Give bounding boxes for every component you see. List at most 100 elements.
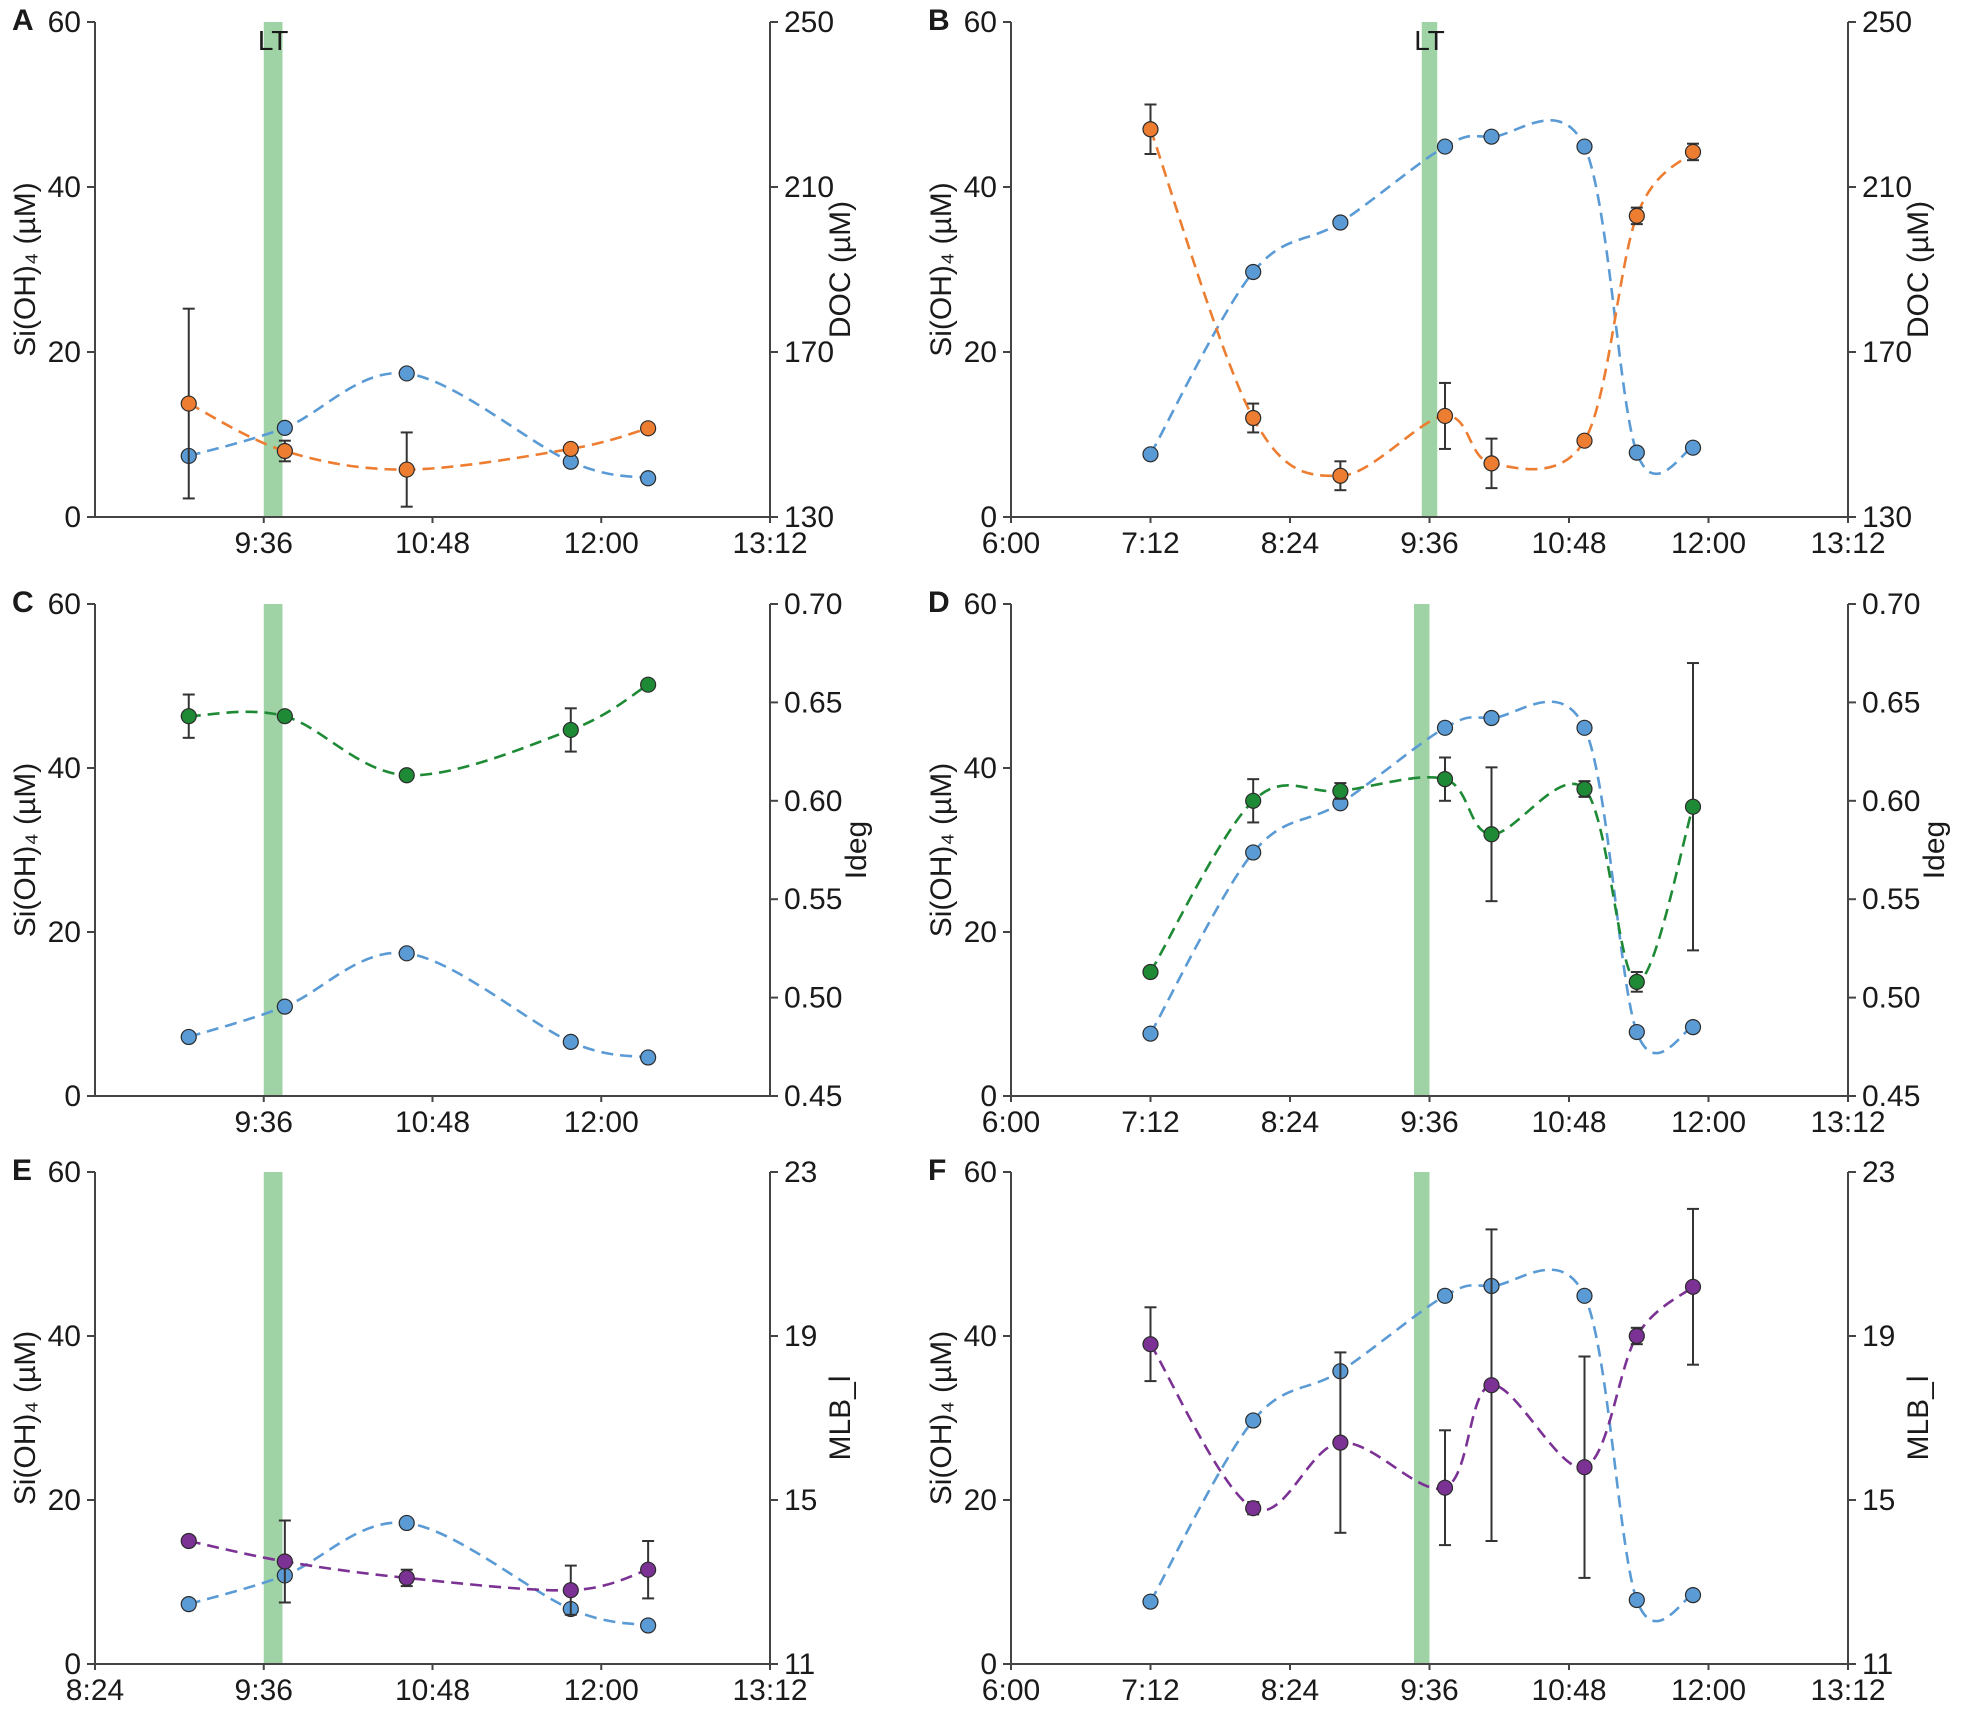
data-point-silicate (1436, 1287, 1454, 1304)
y-tick-label: 60 (48, 1156, 81, 1189)
y2-tick-label: 11 (784, 1648, 815, 1681)
data-point-silicate (1576, 1287, 1593, 1304)
data-point-doc (1483, 455, 1500, 472)
x-tick-label: 12:00 (564, 527, 639, 560)
y-tick-label: 20 (48, 916, 81, 949)
y2-tick-label: 0.50 (784, 982, 842, 1015)
y2-axis-label-d: Ideg (1918, 821, 1951, 879)
y2-tick-label: 0.45 (784, 1080, 842, 1113)
y2-tick-label: 210 (784, 171, 834, 204)
data-point-ideg (1436, 771, 1454, 788)
data-point-doc (276, 442, 293, 460)
data-point-silicate (1576, 719, 1593, 736)
x-tick-label: 13:12 (1810, 1674, 1885, 1707)
x-tick-label: 9:36 (1400, 1674, 1458, 1707)
y2-tick-label: 210 (1862, 171, 1912, 204)
x-tick-label: 7:12 (1121, 1674, 1179, 1707)
y-tick-label: 60 (964, 1156, 997, 1189)
data-point-silicate (1576, 138, 1593, 155)
x-tick-label: 12:00 (1671, 1106, 1746, 1139)
x-tick-label: 9:36 (1400, 527, 1458, 560)
lt-band-b (1421, 22, 1438, 517)
y-axis-label-d: Si(OH)₄ (µM) (925, 763, 958, 938)
panel-label-c: C (12, 586, 34, 619)
data-point-mlb (1245, 1500, 1262, 1517)
y2-axis-label-c: Ideg (840, 821, 873, 879)
y2-tick-label: 23 (1862, 1156, 1895, 1189)
series-line-silicate-e (188, 1521, 649, 1627)
x-tick-label: 9:36 (235, 1106, 293, 1139)
data-point-doc (640, 420, 657, 437)
data-point-doc (1142, 121, 1159, 138)
data-point-silicate (1483, 709, 1500, 727)
x-tick-label: 6:00 (982, 1674, 1040, 1707)
y-axis-label-b: Si(OH)₄ (µM) (925, 182, 958, 357)
data-point-silicate (1436, 719, 1454, 736)
data-point-silicate (1628, 1591, 1645, 1609)
data-point-silicate (398, 945, 415, 962)
y2-tick-label: 250 (1862, 6, 1912, 39)
y-axis-label-a: Si(OH)₄ (µM) (9, 182, 42, 357)
x-tick-label: 10:48 (1531, 1106, 1606, 1139)
data-point-ideg (1684, 798, 1702, 815)
x-tick-label: 10:48 (395, 527, 470, 560)
data-point-silicate (640, 470, 657, 487)
data-point-ideg (1332, 782, 1349, 800)
panel-label-d: D (928, 586, 950, 619)
y-tick-label: 40 (964, 752, 997, 785)
series-line-doc-a (188, 402, 649, 471)
x-tick-label: 12:00 (564, 1106, 639, 1139)
panel-label-f: F (928, 1154, 946, 1187)
y2-tick-label: 19 (784, 1320, 817, 1353)
y-axis-label-c: Si(OH)₄ (µM) (9, 763, 42, 938)
data-point-doc (1576, 432, 1593, 449)
data-point-silicate (1436, 138, 1454, 155)
data-point-silicate (640, 1617, 657, 1634)
x-tick-label: 13:12 (1810, 1106, 1885, 1139)
data-point-mlb (1576, 1459, 1593, 1476)
x-tick-label: 9:36 (235, 1674, 293, 1707)
x-tick-label: 6:00 (982, 1106, 1040, 1139)
y-tick-label: 20 (964, 336, 997, 369)
data-point-silicate (1245, 263, 1262, 281)
y2-tick-label: 170 (1862, 336, 1912, 369)
y2-tick-label: 23 (784, 1156, 817, 1189)
y-tick-label: 40 (964, 1320, 997, 1353)
x-tick-label: 8:24 (1261, 1674, 1319, 1707)
series-line-doc-b (1149, 128, 1694, 478)
data-point-silicate (1684, 439, 1702, 456)
y2-tick-label: 130 (1862, 501, 1912, 534)
data-point-mlb (1332, 1434, 1349, 1451)
y2-tick-label: 15 (784, 1484, 817, 1517)
y-tick-label: 0 (64, 1648, 81, 1681)
y2-axis-label-a: DOC (µM) (824, 201, 857, 338)
lt-band-e (263, 1172, 283, 1664)
data-point-silicate (398, 365, 415, 382)
y2-tick-label: 0.65 (784, 686, 842, 719)
data-point-silicate (276, 998, 293, 1015)
lt-band-a (263, 22, 283, 517)
lt-label-b: LT (1414, 25, 1445, 56)
data-point-silicate (1142, 1593, 1159, 1610)
data-point-doc (1332, 467, 1349, 484)
panel-b: LT 0 20 40 60 130 170 210 250 6:00 7:12 8:24 9:36 10:… (925, 4, 1935, 560)
data-point-mlb (562, 1582, 579, 1599)
y-tick-label: 20 (48, 336, 81, 369)
x-tick-label: 6:00 (982, 527, 1040, 560)
x-tick-label: 7:12 (1121, 1106, 1179, 1139)
panel-d: 0 20 40 60 0.45 0.50 0.55 0.60 0.65 0.70 6:00 7:12 8… (925, 586, 1951, 1139)
y-tick-label: 20 (964, 916, 997, 949)
x-tick-label: 8:24 (66, 1674, 124, 1707)
y2-tick-label: 11 (1862, 1648, 1893, 1681)
y-tick-label: 60 (48, 588, 81, 621)
y2-tick-label: 0.70 (1862, 588, 1920, 621)
x-tick-label: 13:12 (732, 527, 807, 560)
y2-tick-label: 0.65 (1862, 686, 1920, 719)
y-axis-label-e: Si(OH)₄ (µM) (9, 1331, 42, 1506)
data-point-silicate (1245, 844, 1262, 861)
x-tick-label: 9:36 (235, 527, 293, 560)
x-tick-label: 8:24 (1261, 1106, 1319, 1139)
data-point-silicate (1684, 1019, 1702, 1036)
y2-tick-label: 0.60 (1862, 785, 1920, 818)
y2-tick-label: 0.50 (1862, 982, 1920, 1015)
